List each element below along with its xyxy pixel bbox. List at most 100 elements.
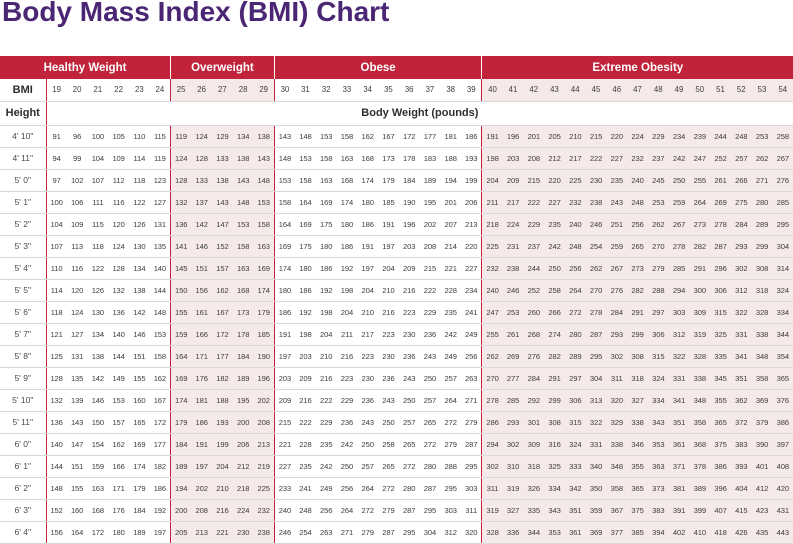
weight-cell: 320	[461, 521, 482, 544]
weight-cell: 378	[689, 455, 711, 478]
weight-cell: 293	[606, 323, 628, 346]
bmi-value: 22	[108, 79, 129, 102]
weight-cell: 295	[585, 345, 607, 368]
weight-cell: 206	[232, 433, 254, 456]
weight-cell: 188	[212, 389, 233, 412]
bmi-value: 26	[191, 79, 213, 102]
weight-cell: 188	[440, 147, 462, 170]
weight-cell: 351	[564, 499, 586, 522]
weight-cell: 148	[295, 125, 316, 148]
weight-cell: 279	[647, 257, 669, 280]
weight-cell: 259	[668, 191, 690, 214]
weight-cell: 293	[502, 411, 524, 434]
weight-cell: 256	[627, 213, 648, 236]
weight-cell: 383	[730, 433, 752, 456]
weight-cell: 243	[419, 345, 441, 368]
weight-cell: 343	[647, 411, 669, 434]
weight-cell: 119	[170, 125, 192, 148]
weight-cell: 224	[627, 125, 648, 148]
weight-cell: 334	[544, 477, 565, 500]
weight-cell: 401	[751, 455, 773, 478]
weight-cell: 254	[295, 521, 316, 544]
weight-cell: 265	[378, 455, 399, 478]
weight-cell: 215	[273, 411, 296, 434]
weight-cell: 288	[440, 455, 462, 478]
weight-cell: 211	[336, 323, 358, 346]
weight-cell: 248	[730, 125, 752, 148]
weight-cell: 225	[253, 477, 275, 500]
weight-cell: 286	[481, 411, 503, 434]
bmi-value: 49	[668, 79, 690, 102]
weight-cell: 220	[461, 235, 482, 258]
weight-cell: 344	[772, 323, 793, 346]
weight-cell: 270	[481, 367, 503, 390]
weight-cell: 338	[627, 411, 648, 434]
weight-cell: 196	[253, 367, 275, 390]
weight-cell: 158	[273, 191, 296, 214]
weight-cell: 199	[461, 169, 482, 192]
weight-cell: 197	[273, 345, 296, 368]
weight-cell: 410	[689, 521, 711, 544]
weight-cell: 216	[398, 279, 420, 302]
weight-cell: 124	[170, 147, 192, 170]
weight-cell: 210	[212, 477, 233, 500]
weight-cell: 223	[357, 345, 379, 368]
weight-cell: 223	[336, 367, 358, 390]
weight-cell: 185	[378, 191, 399, 214]
weight-cell: 199	[212, 433, 233, 456]
weight-cell: 255	[689, 169, 711, 192]
weight-cell: 257	[730, 147, 752, 170]
weight-cell: 306	[710, 279, 731, 302]
bmi-value: 34	[357, 79, 379, 102]
weight-cell: 174	[253, 279, 275, 302]
weight-cell: 158	[232, 235, 254, 258]
weight-cell: 179	[378, 169, 399, 192]
weight-cell: 161	[191, 301, 213, 324]
weight-cell: 331	[668, 367, 690, 390]
weight-cell: 100	[45, 191, 67, 214]
weight-cell: 224	[502, 213, 524, 236]
weight-cell: 225	[481, 235, 503, 258]
weight-cell: 125	[45, 345, 67, 368]
weight-cell: 385	[627, 521, 648, 544]
weight-cell: 340	[585, 455, 607, 478]
table-row: 6' 4" 156 164 172 180 189 197 205 213 221 230 238 24…	[0, 521, 793, 544]
weight-cell: 230	[378, 345, 399, 368]
weight-cell: 311	[461, 499, 482, 522]
bmi-value: 28	[232, 79, 254, 102]
weight-cell: 212	[232, 455, 254, 478]
weight-cell: 204	[481, 169, 503, 192]
weight-cell: 171	[108, 477, 129, 500]
table-row: 5' 5" 114 120 126 132 138 144 150 156 162 168 174 18…	[0, 279, 793, 302]
weight-cell: 219	[253, 455, 275, 478]
weight-cell: 244	[523, 257, 545, 280]
weight-cell: 222	[419, 279, 441, 302]
weight-cell: 193	[212, 411, 233, 434]
weight-cell: 112	[108, 169, 129, 192]
weight-cell: 242	[440, 323, 462, 346]
weight-cell: 353	[647, 433, 669, 456]
weight-cell: 150	[87, 411, 109, 434]
page-title: Body Mass Index (BMI) Chart	[2, 0, 390, 27]
weight-cell: 102	[66, 169, 88, 192]
weight-cell: 325	[544, 455, 565, 478]
weight-cell: 242	[544, 235, 565, 258]
weight-cell: 186	[191, 411, 213, 434]
category-header: Obese	[273, 56, 482, 79]
weight-cell: 184	[232, 345, 254, 368]
weight-cell: 231	[502, 235, 524, 258]
weight-cell: 249	[315, 477, 337, 500]
weight-cell: 269	[710, 191, 731, 214]
weight-cell: 270	[585, 279, 607, 302]
weight-cell: 260	[523, 301, 545, 324]
weight-cell: 331	[730, 323, 752, 346]
height-cell: 5' 4"	[0, 257, 46, 280]
weight-cell: 312	[440, 521, 462, 544]
weight-cell: 399	[689, 499, 711, 522]
weight-cell: 304	[772, 235, 793, 258]
weight-cell: 179	[129, 477, 150, 500]
weight-cell: 264	[336, 499, 358, 522]
weight-cell: 252	[710, 147, 731, 170]
weight-cell: 213	[253, 433, 275, 456]
weight-cell: 287	[585, 323, 607, 346]
